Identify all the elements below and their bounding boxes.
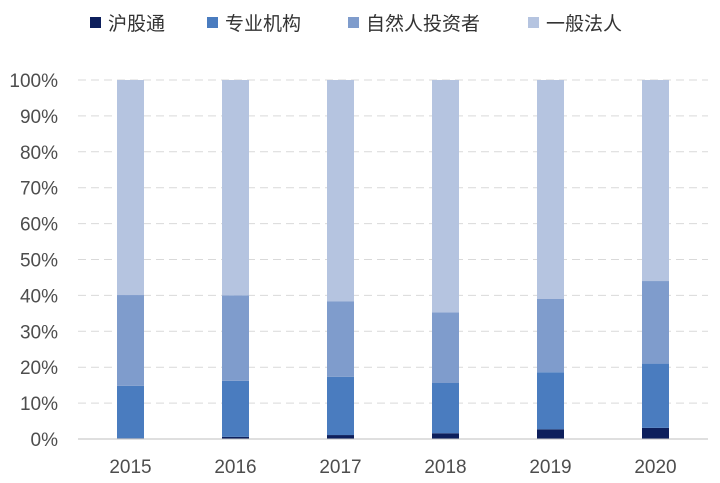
- legend: 沪股通 专业机构 自然人投资者 一般法人: [90, 13, 622, 35]
- bar-2016-series-3: [222, 80, 249, 296]
- y-tick-label: 90%: [20, 107, 58, 128]
- x-tick-label: 2018: [424, 457, 466, 478]
- y-tick-label: 80%: [20, 143, 58, 164]
- bar-2020-series-3: [642, 80, 669, 282]
- bar-2015-series-2: [117, 295, 144, 386]
- y-tick-label: 60%: [20, 215, 58, 236]
- y-tick-label: 50%: [20, 251, 58, 272]
- bar-2017-series-1: [327, 376, 354, 436]
- bar-2020-series-2: [642, 281, 669, 364]
- x-tick-label: 2017: [319, 457, 361, 478]
- bar-2019-series-1: [537, 372, 564, 430]
- bar-2015-series-3: [117, 80, 144, 296]
- y-tick-label: 70%: [20, 179, 58, 200]
- bars: [117, 80, 669, 439]
- bar-2016-series-2: [222, 295, 249, 381]
- y-tick-label: 30%: [20, 322, 58, 343]
- bar-2019-series-2: [537, 298, 564, 373]
- bar-2020-series-1: [642, 363, 669, 428]
- y-tick-label: 0%: [31, 430, 59, 451]
- legend-label-2: 自然人投资者: [366, 13, 480, 35]
- bar-2017-series-3: [327, 80, 354, 302]
- y-tick-label: 20%: [20, 358, 58, 379]
- bar-2019-series-0: [537, 429, 564, 439]
- bar-2018-series-1: [432, 382, 459, 434]
- gridlines: [78, 79, 708, 404]
- bar-2016-series-1: [222, 380, 249, 437]
- bar-2017-series-2: [327, 301, 354, 377]
- bar-2018-series-0: [432, 433, 459, 439]
- legend-swatch-1: [207, 17, 218, 28]
- legend-swatch-3: [528, 17, 539, 28]
- y-tick-label: 10%: [20, 394, 58, 415]
- x-tick-label: 2020: [634, 457, 676, 478]
- x-tick-label: 2015: [109, 457, 151, 478]
- bar-2020-series-0: [642, 427, 669, 439]
- legend-swatch-0: [90, 17, 101, 28]
- x-tick-label: 2016: [214, 457, 256, 478]
- bar-2017-series-0: [327, 435, 354, 439]
- bar-2018-series-3: [432, 80, 459, 313]
- x-axis: 2015 2016 2017 2018 2019 2020: [109, 457, 676, 478]
- bar-2015-series-1: [117, 385, 144, 439]
- y-tick-label: 40%: [20, 286, 58, 307]
- legend-label-0: 沪股通: [108, 13, 165, 35]
- x-tick-label: 2019: [529, 457, 571, 478]
- bar-2018-series-2: [432, 312, 459, 383]
- y-tick-label: 100%: [9, 71, 58, 92]
- legend-label-1: 专业机构: [225, 13, 301, 35]
- y-axis: 0% 10% 20% 30% 40% 50% 60% 70% 80% 90% 100%: [9, 71, 58, 451]
- bar-2016-series-0: [222, 436, 249, 439]
- bar-2019-series-3: [537, 80, 564, 299]
- legend-swatch-2: [348, 17, 359, 28]
- legend-label-3: 一般法人: [546, 13, 622, 35]
